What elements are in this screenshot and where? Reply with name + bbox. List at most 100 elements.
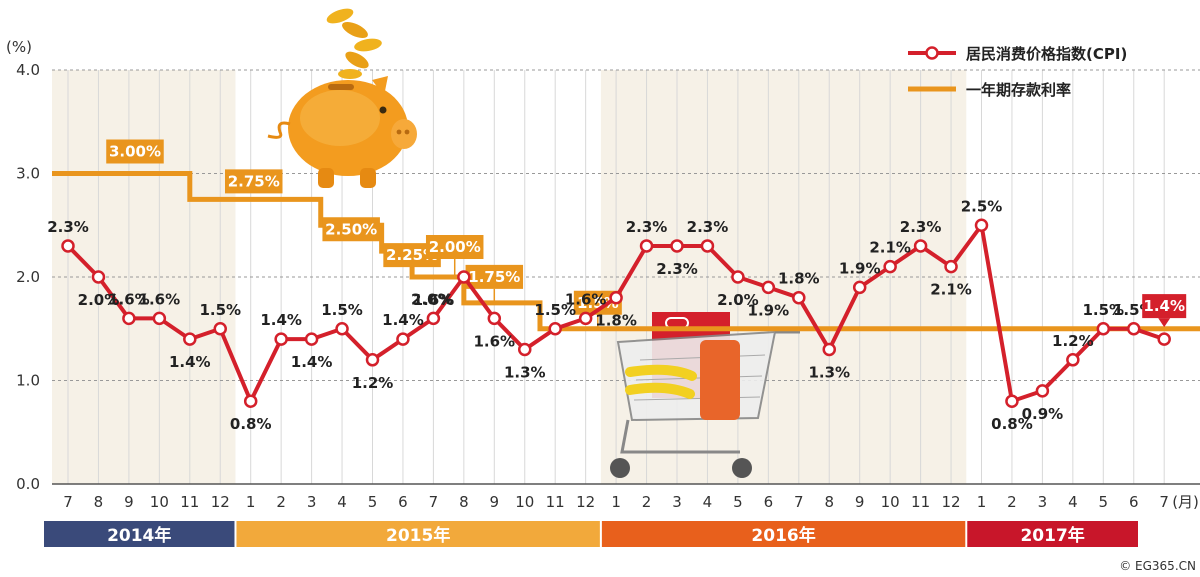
cpi-point xyxy=(61,239,75,253)
cpi-data-label: 1.5% xyxy=(321,301,363,319)
x-tick-label: 3 xyxy=(1038,493,1048,511)
x-tick-label: 8 xyxy=(94,493,104,511)
x-tick-label: 4 xyxy=(1068,493,1078,511)
x-tick-label: 5 xyxy=(733,493,743,511)
x-tick-label: 7 xyxy=(794,493,804,511)
coins-icon xyxy=(326,8,382,79)
cpi-data-label: 1.9% xyxy=(839,259,881,277)
cpi-point xyxy=(91,270,106,284)
x-tick-label: 4 xyxy=(337,493,347,511)
cpi-data-label: 1.4% xyxy=(169,353,211,371)
x-tick-label: 9 xyxy=(490,493,500,511)
year-segment-label: 2017年 xyxy=(1020,525,1084,546)
cpi-point xyxy=(1127,322,1141,336)
x-tick-label: 11 xyxy=(546,493,565,511)
cpi-point xyxy=(670,239,684,253)
cpi-data-label: 1.4% xyxy=(260,311,302,329)
cpi-point xyxy=(1157,332,1171,346)
x-tick-label: 9 xyxy=(124,493,134,511)
cpi-point xyxy=(1035,384,1050,398)
cpi-data-label: 2.3% xyxy=(656,260,698,278)
cpi-latest-label-box xyxy=(1142,294,1187,319)
cpi-point xyxy=(548,322,562,336)
cpi-data-label: 1.8% xyxy=(595,312,637,330)
cpi-point xyxy=(944,259,958,274)
x-tick-label: 12 xyxy=(211,493,230,511)
x-tick-label: 12 xyxy=(576,493,595,511)
x-tick-label: 4 xyxy=(703,493,713,511)
cpi-series: 2.3% 2.0% 1.6% 1.6% 1.4% 1.5% 0.8% 1.4% 1.4% 1.5%… xyxy=(47,197,1187,433)
year-segment-bar xyxy=(236,521,600,547)
deposit-rate-label: 1.75% xyxy=(465,264,524,303)
deposit-rate-label-text: 2.00% xyxy=(429,238,481,256)
cpi-data-label: 1.3% xyxy=(504,363,546,381)
cpi-point xyxy=(122,311,136,326)
deposit-rate-label: 3.00% xyxy=(106,139,164,164)
cpi-data-label: 1.6% xyxy=(139,290,181,308)
decorations xyxy=(267,8,800,478)
year-segment-label: 2015年 xyxy=(386,525,450,546)
x-tick-label: 6 xyxy=(764,493,774,511)
cpi-data-label: 2.0% xyxy=(717,291,759,309)
cpi-data-label: 1.5% xyxy=(534,301,576,319)
cpi-data-label: 1.8% xyxy=(778,270,820,288)
cpi-data-label: 2.3% xyxy=(900,218,942,236)
x-tick-label: 2 xyxy=(276,493,286,511)
cpi-point xyxy=(913,239,928,253)
year-segment-bar xyxy=(601,521,966,547)
cpi-data-label: 0.8% xyxy=(991,415,1033,433)
year-bar: 2014年 2015年 2016年 2017年 xyxy=(44,521,1138,547)
deposit-rate-label: 2.00% xyxy=(425,235,484,277)
cpi-point xyxy=(274,332,288,346)
x-tick-label: 5 xyxy=(368,493,378,511)
cpi-data-label: 1.6% xyxy=(565,290,607,308)
cpi-point xyxy=(457,270,471,284)
cpi-point xyxy=(639,239,654,253)
cpi-latest-label-pointer xyxy=(1158,318,1171,328)
x-tick-label: 7 xyxy=(63,493,73,511)
x-tick-label: 6 xyxy=(398,493,408,511)
x-tick-label: 12 xyxy=(942,493,961,511)
cpi-point xyxy=(852,280,867,295)
year-segment-bar xyxy=(44,521,235,547)
cpi-data-label: 1.2% xyxy=(352,374,394,392)
x-unit-label: (月) xyxy=(1172,493,1199,511)
cpi-data-label: 1.5% xyxy=(199,301,241,319)
cpi-point xyxy=(883,259,897,274)
y-tick-label: 1.0 xyxy=(16,372,40,390)
cpi-data-label: 1.6% xyxy=(473,332,515,350)
cpi-data-label: 0.8% xyxy=(230,415,272,433)
deposit-rate-label-text: 3.00% xyxy=(109,143,161,161)
legend-cpi-marker xyxy=(925,46,939,60)
gridlines xyxy=(52,69,1200,485)
cpi-point xyxy=(578,311,593,326)
deposit-rate-label-box xyxy=(224,169,283,194)
x-tick-label: 8 xyxy=(824,493,834,511)
deposit-rate-label-box xyxy=(106,139,164,164)
x-tick-label: 3 xyxy=(672,493,682,511)
x-tick-label: 3 xyxy=(307,493,317,511)
year-segment: 2015年 xyxy=(236,521,600,547)
deposit-rate-label-box xyxy=(322,217,380,242)
x-tick-label: 10 xyxy=(881,493,900,511)
cpi-data-label: 2.1% xyxy=(869,239,911,257)
cpi-data-label: 2.3% xyxy=(687,218,729,236)
cpi-point xyxy=(518,342,532,357)
cpi-point xyxy=(243,394,258,408)
axes: 0.01.02.03.04.0(%)7 8 9 10 11 12 1 2 3 4 5 6 7 8 9 10 11… xyxy=(6,38,1200,511)
cpi-data-label: 2.5% xyxy=(961,197,1003,215)
x-tick-label: 11 xyxy=(911,493,930,511)
cpi-point xyxy=(700,239,715,253)
deposit-rate-label-text: 1.75% xyxy=(468,268,520,286)
cpi-point xyxy=(213,322,227,336)
year-segment: 2014年 xyxy=(44,521,235,547)
cpi-data-label: 1.4% xyxy=(1143,297,1185,315)
x-tick-label: 1 xyxy=(611,493,621,511)
y-tick-label: 0.0 xyxy=(16,475,40,493)
x-tick-label: 10 xyxy=(515,493,534,511)
x-tick-label: 11 xyxy=(180,493,199,511)
legend: 居民消费价格指数(CPI) 一年期存款利率 xyxy=(908,45,1127,99)
cpi-point xyxy=(974,218,989,232)
x-tick-label: 2 xyxy=(1007,493,1017,511)
